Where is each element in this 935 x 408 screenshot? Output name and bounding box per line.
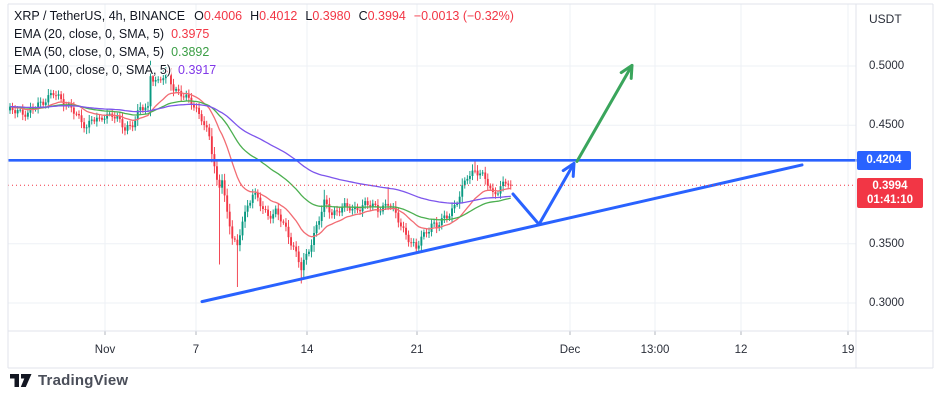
time-tick: 13:00 <box>640 344 670 356</box>
ascending-trendline[interactable] <box>200 163 804 304</box>
price-tick: 0.5000 <box>869 59 905 72</box>
tradingview-logo-icon <box>10 374 32 387</box>
time-axis[interactable]: Nov 7 14 21 Dec 13:00 12 19 <box>8 331 933 368</box>
ema-20-line[interactable] <box>9 91 511 238</box>
indicator-row-ema50[interactable]: EMA (50, close, 0, SMA, 5) 0.3892 <box>14 45 210 59</box>
ema20-value: 0.3975 <box>171 27 210 41</box>
ohlc-low: L0.3980 <box>305 9 351 23</box>
ohlc-high: H0.4012 <box>250 9 298 23</box>
green-arrowhead <box>619 63 634 80</box>
breakout-green-arrow[interactable] <box>575 63 634 163</box>
tradingview-logo-text: TradingView <box>38 372 129 389</box>
zigzag-arrowhead <box>561 161 576 178</box>
projection-zigzag-arrow[interactable] <box>511 161 576 226</box>
candlestick-series <box>9 60 512 287</box>
last-price-value: 0.3994 <box>872 179 908 192</box>
symbol-row[interactable]: XRP / TetherUS, 4h, BINANCE O0.4006 H0.401… <box>14 7 514 25</box>
chart-legend: XRP / TetherUS, 4h, BINANCE O0.4006 H0.401… <box>14 7 514 79</box>
price-tick: 0.4500 <box>869 119 905 132</box>
ohlc-open: O0.4006 <box>194 9 243 23</box>
time-tick: 12 <box>734 344 748 356</box>
time-tick: Nov <box>94 344 116 356</box>
time-tick: 14 <box>300 344 314 356</box>
last-price-badge[interactable]: 0.3994 01:41:10 <box>857 177 923 208</box>
ohlc-close: C0.3994 <box>358 9 406 23</box>
ema-100-line[interactable] <box>9 103 511 204</box>
time-tick: 19 <box>841 344 855 356</box>
tradingview-watermark[interactable]: TradingView <box>10 372 128 389</box>
price-axis[interactable]: USDT 0.5000 0.4500 0.3500 0.3000 <box>857 4 935 368</box>
price-change: −0.0013 (−0.32%) <box>413 9 514 23</box>
price-tick: 0.3000 <box>869 297 905 310</box>
bar-countdown: 01:41:10 <box>866 193 914 206</box>
time-tick: Dec <box>559 344 581 356</box>
price-tick: 0.3500 <box>869 237 905 250</box>
axis-currency-label: USDT <box>869 12 902 26</box>
time-tick: 21 <box>410 344 424 356</box>
time-tick: 7 <box>192 344 200 356</box>
ema50-value: 0.3892 <box>171 45 210 59</box>
symbol-title[interactable]: XRP / TetherUS, 4h, BINANCE <box>14 9 186 23</box>
indicator-row-ema20[interactable]: EMA (20, close, 0, SMA, 5) 0.3975 <box>14 27 210 41</box>
indicator-row-ema100[interactable]: EMA (100, close, 0, SMA, 5) 0.3917 <box>14 63 217 77</box>
resistance-price-badge[interactable]: 0.4204 <box>857 150 911 170</box>
ema100-value: 0.3917 <box>178 63 217 77</box>
